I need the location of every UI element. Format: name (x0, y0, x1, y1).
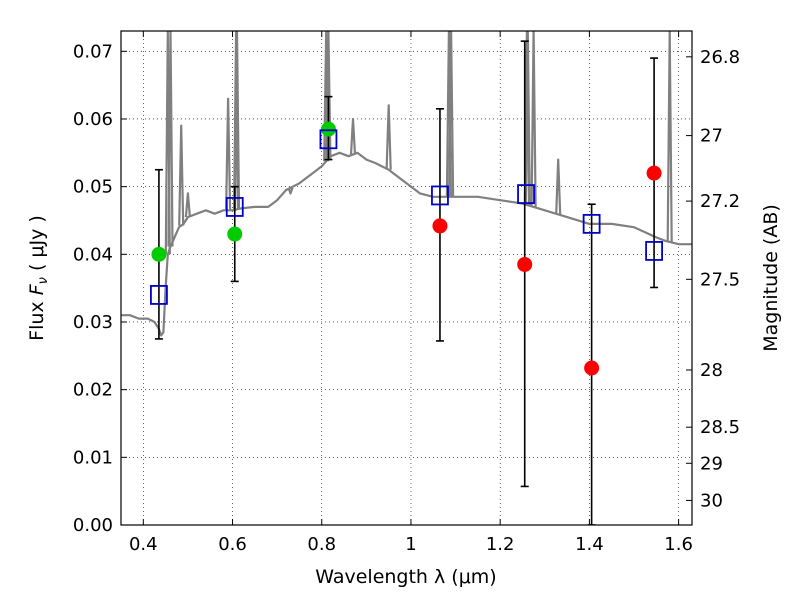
y-axis-title-symbol: F (26, 283, 48, 295)
measured-flux-point (320, 121, 336, 137)
y-tick-label: 0.07 (73, 41, 113, 62)
y-axis-title-unit: ( μJy ) (26, 215, 48, 277)
y2-tick-label: 29 (700, 453, 723, 474)
y2-tick-label: 27.2 (700, 191, 740, 212)
y-axis-title: Flux Fν ( μJy ) (26, 215, 51, 341)
x-axis-title: Wavelength λ (μm) (315, 566, 496, 588)
y2-axis-title: Magnitude (AB) (760, 204, 782, 352)
grid-lines (121, 31, 692, 526)
y-tick-label: 0.03 (73, 312, 113, 333)
model-photometry-point (645, 241, 663, 261)
y-tick-labels: 0.00 0.01 0.02 0.03 0.04 0.05 0.06 0.07 (73, 41, 113, 536)
emission-line (225, 97, 232, 211)
emission-line (666, 31, 673, 242)
y2-tick-label: 26.8 (700, 47, 740, 68)
emission-line (184, 192, 191, 218)
x-tick-label: 1 (405, 534, 416, 555)
emission-line (530, 31, 537, 207)
emission-line (448, 31, 455, 197)
y2-tick-label: 28.5 (700, 417, 740, 438)
measured-flux-points (151, 121, 662, 376)
y-tick-label: 0.04 (73, 244, 113, 265)
x-tick-label: 1.2 (486, 534, 515, 555)
emission-line (233, 31, 241, 210)
emission-line (325, 31, 332, 159)
plot-area (121, 31, 692, 525)
axis-ticks (121, 31, 692, 526)
emission-line (167, 31, 174, 247)
y2-tick-labels: 26.8 27 27.2 27.5 28 28.5 29 30 (700, 47, 740, 512)
y-tick-label: 0.06 (73, 109, 113, 130)
model-photometry-point (431, 185, 449, 206)
y-axis-title-subscript: ν (36, 277, 51, 284)
y2-tick-label: 28 (700, 360, 723, 381)
y-tick-label: 0.01 (73, 447, 113, 468)
emission-lines (164, 31, 673, 255)
measured-flux-point (584, 360, 600, 376)
model-photometry-point (582, 213, 601, 234)
x-tick-label: 1.4 (575, 534, 604, 555)
emission-line (349, 117, 357, 155)
x-tick-label: 0.6 (218, 534, 247, 555)
x-tick-label: 0.8 (307, 534, 336, 555)
emission-line (555, 158, 562, 215)
x-tick-label: 0.4 (129, 534, 158, 555)
model-photometry-point (517, 184, 535, 204)
measured-flux-point (517, 256, 533, 272)
x-tick-labels: 0.4 0.6 0.8 1 1.2 1.4 1.6 (129, 534, 693, 555)
model-spectrum-line (121, 151, 692, 337)
model-photometry-point (225, 197, 244, 217)
x-tick-label: 1.6 (664, 534, 693, 555)
measured-flux-point (227, 226, 243, 242)
measured-flux-point (646, 165, 662, 181)
y-tick-label: 0.00 (73, 515, 113, 536)
y-tick-label: 0.05 (73, 177, 113, 198)
y2-tick-label: 30 (700, 490, 723, 511)
model-photometry-points (150, 129, 663, 305)
model-photometry-point (150, 285, 168, 305)
emission-line (524, 31, 531, 206)
emission-line (385, 104, 392, 170)
measured-flux-point (151, 246, 167, 262)
y-axis-title-prefix: Flux (26, 295, 48, 341)
y2-tick-label: 27.5 (700, 269, 740, 290)
plot-frame (120, 30, 693, 526)
y2-tick-label: 27 (700, 126, 723, 147)
emission-line (287, 187, 294, 195)
model-photometry-point (319, 129, 338, 150)
y-tick-label: 0.02 (73, 380, 113, 401)
measured-flux-point (432, 218, 448, 234)
error-bars (154, 40, 659, 525)
emission-line (178, 124, 185, 226)
